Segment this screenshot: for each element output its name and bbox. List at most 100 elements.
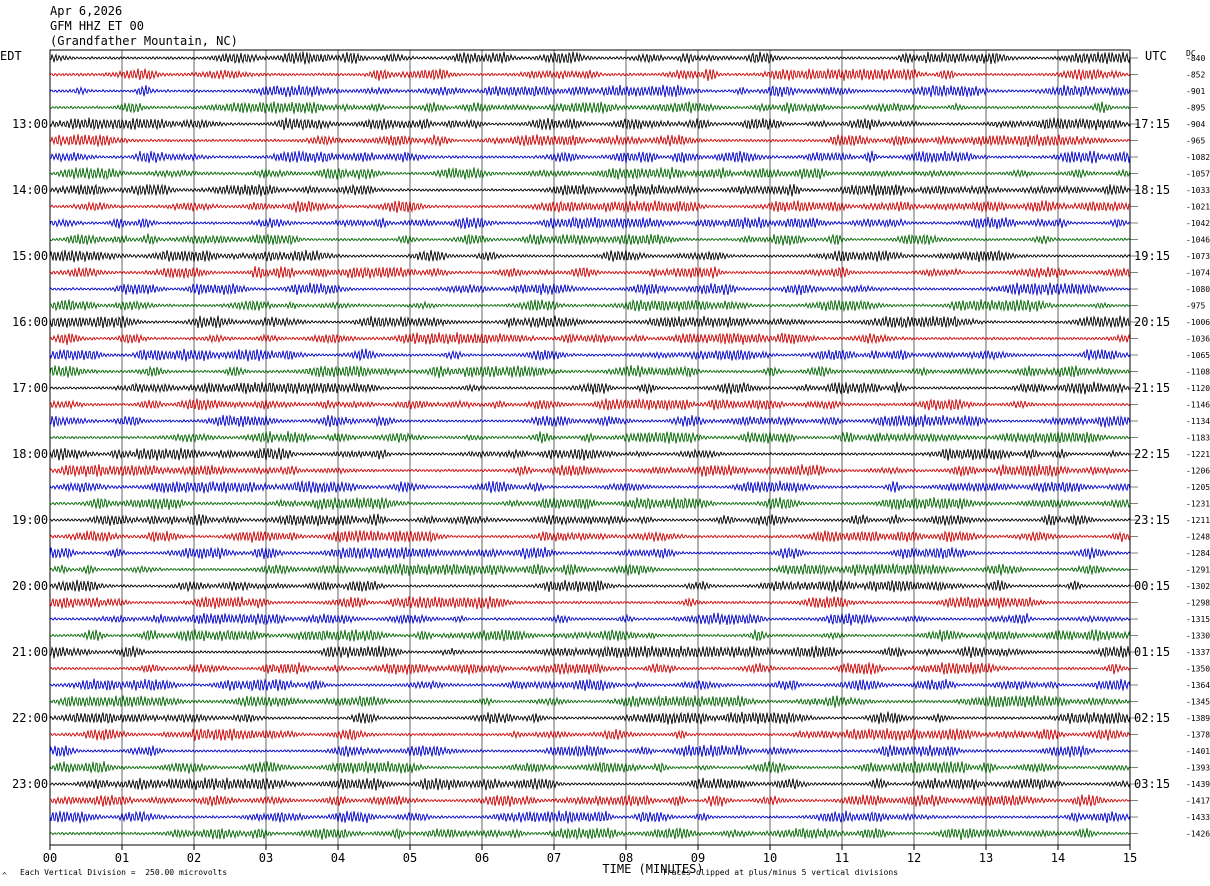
dc-offset-label: -1364 bbox=[1186, 681, 1210, 690]
seismic-trace-row-5 bbox=[49, 134, 1131, 147]
x-tick-label: 04 bbox=[331, 851, 345, 865]
dc-offset-label: -1146 bbox=[1186, 401, 1210, 410]
seismic-trace-row-46 bbox=[49, 810, 1131, 824]
seismic-trace-row-10 bbox=[49, 216, 1131, 230]
dc-offset-label: -1433 bbox=[1186, 813, 1210, 822]
seismic-trace-row-11 bbox=[49, 233, 1131, 246]
dc-offset-label: -904 bbox=[1186, 120, 1205, 129]
seismic-trace-row-38 bbox=[49, 678, 1131, 692]
dc-offset-label: -852 bbox=[1186, 71, 1205, 80]
seismic-trace-row-14 bbox=[49, 282, 1131, 296]
x-tick-label: 06 bbox=[475, 851, 489, 865]
header-station: GFM HHZ ET 00 bbox=[50, 19, 144, 33]
dc-offset-label: -1248 bbox=[1186, 533, 1210, 542]
seismic-trace-row-28 bbox=[49, 513, 1131, 527]
right-hour-label: 02:15 bbox=[1134, 711, 1170, 725]
left-hour-label: 19:00 bbox=[12, 513, 48, 527]
seismic-trace-row-17 bbox=[49, 332, 1131, 345]
dc-offset-label: -1108 bbox=[1186, 368, 1210, 377]
seismic-trace-row-34 bbox=[49, 612, 1131, 626]
dc-offset-label: -1426 bbox=[1186, 830, 1210, 839]
dc-offset-label: -1120 bbox=[1186, 384, 1210, 393]
seismic-trace-row-27 bbox=[49, 497, 1131, 511]
seismic-trace-row-13 bbox=[49, 266, 1131, 279]
seismic-trace-row-31 bbox=[49, 563, 1131, 576]
dc-offset-label: -1337 bbox=[1186, 648, 1210, 657]
dc-offset-label: -1330 bbox=[1186, 632, 1210, 641]
seismic-trace-row-42 bbox=[49, 744, 1131, 758]
dc-offset-label: -1298 bbox=[1186, 599, 1210, 608]
seismic-trace-row-32 bbox=[49, 579, 1131, 593]
x-tick-label: 15 bbox=[1123, 851, 1137, 865]
x-tick-label: 05 bbox=[403, 851, 417, 865]
right-hour-label: 03:15 bbox=[1134, 777, 1170, 791]
seismic-trace-row-4 bbox=[49, 117, 1131, 131]
seismic-trace-row-24 bbox=[49, 447, 1131, 461]
x-tick-label: 08 bbox=[619, 851, 633, 865]
seismic-trace-row-20 bbox=[49, 381, 1131, 395]
dc-offset-label: -1439 bbox=[1186, 780, 1210, 789]
dc-offset-label: -895 bbox=[1186, 104, 1205, 113]
right-hour-label: 01:15 bbox=[1134, 645, 1170, 659]
seismic-trace-row-19 bbox=[49, 364, 1131, 378]
seismic-trace-row-29 bbox=[49, 529, 1131, 544]
seismic-trace-row-7 bbox=[49, 166, 1131, 180]
dc-offset-label: -1082 bbox=[1186, 153, 1210, 162]
right-hour-label: 20:15 bbox=[1134, 315, 1170, 329]
dc-offset-label: -1042 bbox=[1186, 219, 1210, 228]
right-timezone-label: UTC bbox=[1145, 49, 1167, 63]
x-tick-label: 01 bbox=[115, 851, 129, 865]
dc-offset-label: -1315 bbox=[1186, 615, 1210, 624]
dc-offset-label: -1211 bbox=[1186, 516, 1210, 525]
header-date: Apr 6,2026 bbox=[50, 4, 123, 18]
left-hour-label: 22:00 bbox=[12, 711, 48, 725]
x-axis-label: TIME (MINUTES) bbox=[602, 862, 703, 876]
dc-header-label: DC bbox=[1186, 49, 1196, 58]
seismic-trace-row-2 bbox=[49, 84, 1131, 98]
right-hour-label: 18:15 bbox=[1134, 183, 1170, 197]
dc-offset-label: -1183 bbox=[1186, 434, 1210, 443]
seismic-trace-row-9 bbox=[49, 200, 1131, 213]
dc-offset-label: -1036 bbox=[1186, 335, 1210, 344]
dc-offset-label: -1006 bbox=[1186, 318, 1210, 327]
x-tick-label: 10 bbox=[763, 851, 777, 865]
seismic-trace-row-33 bbox=[49, 596, 1131, 609]
left-hour-label: 16:00 bbox=[12, 315, 48, 329]
footer-mark: ^ bbox=[2, 871, 7, 880]
seismic-trace-row-44 bbox=[49, 777, 1131, 791]
left-hour-label: 18:00 bbox=[12, 447, 48, 461]
seismic-trace-row-23 bbox=[49, 431, 1131, 445]
dc-offset-label: -1221 bbox=[1186, 450, 1210, 459]
dc-offset-label: -1033 bbox=[1186, 186, 1210, 195]
x-tick-label: 12 bbox=[907, 851, 921, 865]
left-hour-label: 20:00 bbox=[12, 579, 48, 593]
x-tick-label: 00 bbox=[43, 851, 57, 865]
left-hour-label: 23:00 bbox=[12, 777, 48, 791]
dc-offset-label: -1046 bbox=[1186, 236, 1210, 245]
right-hour-label: 23:15 bbox=[1134, 513, 1170, 527]
seismic-trace-row-1 bbox=[49, 68, 1131, 81]
seismic-trace-row-12 bbox=[49, 249, 1131, 263]
seismic-trace-row-41 bbox=[49, 728, 1131, 741]
dc-offset-label: -1389 bbox=[1186, 714, 1210, 723]
scale-note: Each Vertical Division = 250.00 microvol… bbox=[20, 868, 228, 877]
seismic-trace-row-3 bbox=[49, 101, 1131, 114]
seismic-trace-row-8 bbox=[49, 183, 1131, 197]
left-hour-label: 14:00 bbox=[12, 183, 48, 197]
left-hour-label: 13:00 bbox=[12, 117, 48, 131]
dc-offset-label: -1205 bbox=[1186, 483, 1210, 492]
x-tick-label: 02 bbox=[187, 851, 201, 865]
seismic-trace-row-16 bbox=[49, 315, 1131, 329]
right-hour-label: 21:15 bbox=[1134, 381, 1170, 395]
dc-offset-label: -1065 bbox=[1186, 351, 1210, 360]
dc-offset-label: -901 bbox=[1186, 87, 1205, 96]
seismic-trace-row-22 bbox=[49, 414, 1131, 428]
seismic-trace-row-47 bbox=[49, 827, 1131, 841]
left-hour-label: 17:00 bbox=[12, 381, 48, 395]
x-tick-label: 07 bbox=[547, 851, 561, 865]
dc-offset-label: -1378 bbox=[1186, 731, 1210, 740]
dc-offset-label: -965 bbox=[1186, 137, 1205, 146]
seismic-trace-row-35 bbox=[49, 629, 1131, 642]
dc-offset-label: -1284 bbox=[1186, 549, 1210, 558]
